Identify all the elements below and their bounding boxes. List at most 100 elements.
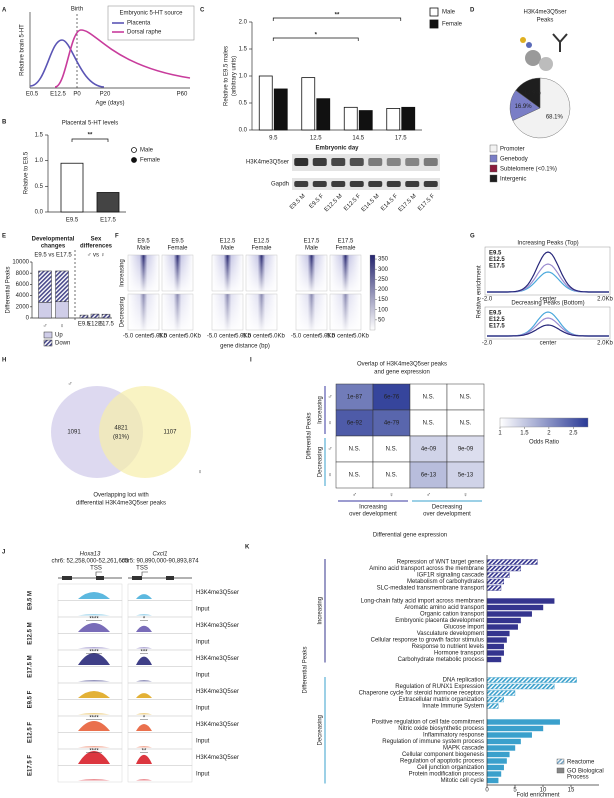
row-sex: ♀ (328, 473, 333, 479)
profile-curve (487, 311, 609, 337)
legend-label: Male (140, 148, 154, 154)
significance: **** (89, 749, 99, 755)
cell-label: N.S. (386, 473, 398, 479)
panel-letter: C (200, 8, 205, 14)
panel-letter: I (250, 358, 252, 364)
bar (486, 611, 532, 617)
col-group: over development (423, 512, 471, 518)
chart-title: H3K4me3Q5ser (523, 10, 566, 16)
matrix-cell (446, 461, 485, 489)
y-tick-label: 8000 (16, 271, 30, 277)
colorbar-label: 1 (498, 431, 502, 437)
lane-label: E12.5 F (343, 193, 362, 212)
bar (486, 643, 504, 650)
significance: ** (335, 13, 340, 19)
bar-segment (38, 270, 52, 303)
bar (486, 559, 538, 565)
blot-band (368, 158, 383, 166)
track-frame (57, 765, 123, 783)
plot-frame (484, 246, 611, 296)
x-tick-label: -5.0 (241, 334, 252, 340)
col-group: over development (349, 512, 397, 518)
track-label: H3K4me3Q5ser (196, 590, 239, 596)
heatmap-fade (162, 255, 193, 291)
axis-label: Embryonic day (315, 146, 359, 152)
panel-letter: D (470, 8, 475, 14)
panel-letter: H (2, 358, 6, 364)
term-label: Organic cation transport (420, 612, 484, 618)
panel-letter: F (115, 234, 119, 240)
matrix-cell (372, 461, 411, 489)
exon (132, 576, 142, 580)
cell-label: 6e-92 (347, 421, 363, 427)
legend-title: Embryonic 5-HT source (120, 11, 184, 17)
column-header: Female (335, 246, 356, 252)
x-tick-label: 5.0Kb (319, 334, 335, 340)
significance: **** (89, 716, 99, 722)
track-signal (59, 653, 121, 665)
colorbar (369, 254, 376, 331)
bar-segment (55, 270, 69, 303)
track-label: Input (196, 705, 210, 711)
x-tick-label: center (337, 334, 354, 340)
row-group: Increasing (318, 396, 324, 424)
caption: Overlapping loci with (93, 493, 148, 499)
bar (386, 108, 401, 131)
y-tick-label: 0 (26, 316, 30, 322)
axis-label: Relative brain 5-HT (20, 24, 26, 76)
cell-label: N.S. (460, 395, 472, 401)
track-frame (127, 765, 193, 783)
track-signal (129, 754, 191, 764)
icon (526, 42, 532, 48)
heatmap-fade (128, 294, 159, 330)
sample-label: E12.5 F (28, 722, 34, 743)
bar-segment (55, 301, 69, 319)
x-tick-label: E9.5 (78, 322, 91, 328)
significance: ** (88, 133, 93, 139)
bar (486, 758, 507, 764)
track-label: Input (196, 639, 210, 645)
lane-label: E17.5 M (398, 193, 418, 213)
chart-title: Placental 5-HT levels (62, 121, 119, 127)
x-tick-label: 9.5 (269, 136, 278, 142)
colorbar-label: 250 (378, 277, 389, 283)
track-signal (129, 625, 191, 632)
track-label: Input (196, 738, 210, 744)
legend-swatch (43, 339, 53, 347)
axis-label: Differential Peaks (6, 267, 12, 314)
x-tick-label: -5.0 (157, 334, 168, 340)
bar (486, 598, 555, 604)
term-label: Metabolism of carbohydrates (407, 579, 484, 585)
x-tick-label: E9.5 (66, 218, 79, 224)
heatmap-fade (162, 294, 193, 330)
x-tick-label: E17.5 (100, 218, 116, 224)
bar (486, 637, 507, 643)
term-label: Regulation of RUNX1 Expression (395, 684, 484, 690)
track-signal (59, 713, 121, 715)
column-header: Female (167, 246, 188, 252)
x-tick-label: center (540, 297, 557, 303)
row-sex: ♀ (328, 421, 333, 427)
matrix-cell (409, 383, 448, 411)
sample-label: E9.5 M (28, 591, 34, 610)
matrix-cell (446, 435, 485, 463)
blot-band (349, 158, 364, 166)
term-label: Inflammatory response (423, 733, 485, 739)
cell-label: 5e-13 (458, 473, 474, 479)
x-tick-label: 5.0Kb (235, 334, 251, 340)
significance-bracket (272, 17, 402, 21)
heatmap-frame (127, 254, 160, 292)
column-header: E12.5 (254, 239, 270, 245)
blot-band (405, 181, 420, 187)
pie-slice (515, 77, 541, 109)
axis-label: Fold enrichment (516, 793, 559, 798)
track-signal (129, 594, 191, 599)
term-label: SLC-mediated transmembrane transport (377, 586, 485, 592)
heatmap-frame (211, 293, 244, 331)
term-label: Long-chain fatty acid import across memb… (361, 599, 485, 605)
matrix-cell (409, 409, 448, 437)
significance: **** (89, 650, 99, 656)
header: Sex (91, 237, 102, 243)
term-label: Innate Immune System (422, 704, 484, 710)
x-tick-label: center (169, 334, 186, 340)
